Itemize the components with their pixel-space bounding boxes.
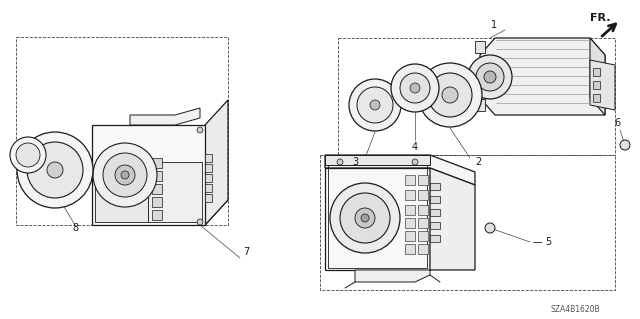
Text: — 5: — 5 <box>533 237 552 247</box>
Circle shape <box>410 83 420 93</box>
Polygon shape <box>590 38 605 115</box>
Polygon shape <box>325 155 475 185</box>
Circle shape <box>485 223 495 233</box>
Circle shape <box>412 159 418 165</box>
Polygon shape <box>480 38 605 115</box>
Polygon shape <box>430 196 440 203</box>
Circle shape <box>418 63 482 127</box>
Polygon shape <box>430 235 440 242</box>
Polygon shape <box>152 210 162 220</box>
Polygon shape <box>325 168 430 270</box>
Circle shape <box>476 63 504 91</box>
Polygon shape <box>405 205 415 215</box>
Circle shape <box>27 142 83 198</box>
Circle shape <box>103 153 147 197</box>
Text: FR.: FR. <box>590 13 611 23</box>
Polygon shape <box>205 184 212 192</box>
Polygon shape <box>130 108 200 125</box>
Text: 2: 2 <box>475 157 481 167</box>
Polygon shape <box>325 155 430 165</box>
Circle shape <box>17 132 93 208</box>
Polygon shape <box>152 158 162 168</box>
Circle shape <box>47 162 63 178</box>
Polygon shape <box>418 218 428 228</box>
Circle shape <box>10 137 46 173</box>
Circle shape <box>337 159 343 165</box>
Polygon shape <box>205 100 228 225</box>
Polygon shape <box>205 164 212 172</box>
Circle shape <box>428 73 472 117</box>
Polygon shape <box>355 270 430 282</box>
Polygon shape <box>475 99 485 111</box>
Text: 8: 8 <box>72 223 78 233</box>
Polygon shape <box>418 205 428 215</box>
Circle shape <box>361 214 369 222</box>
Circle shape <box>620 140 630 150</box>
Circle shape <box>349 79 401 131</box>
Polygon shape <box>152 171 162 181</box>
Circle shape <box>355 208 375 228</box>
Polygon shape <box>418 190 428 200</box>
Circle shape <box>370 100 380 110</box>
Circle shape <box>115 165 135 185</box>
Polygon shape <box>405 244 415 254</box>
Circle shape <box>340 193 390 243</box>
Text: 1: 1 <box>491 20 497 30</box>
Polygon shape <box>405 231 415 241</box>
Polygon shape <box>92 200 228 225</box>
Polygon shape <box>148 162 202 222</box>
Circle shape <box>93 143 157 207</box>
Polygon shape <box>405 190 415 200</box>
Polygon shape <box>590 60 615 110</box>
Text: 6: 6 <box>614 118 620 128</box>
Text: SZA4B1620B: SZA4B1620B <box>550 305 600 314</box>
Circle shape <box>197 219 203 225</box>
Polygon shape <box>593 94 600 102</box>
Circle shape <box>16 143 40 167</box>
Polygon shape <box>205 194 212 202</box>
Polygon shape <box>152 197 162 207</box>
Circle shape <box>468 55 512 99</box>
Circle shape <box>442 87 458 103</box>
Text: 7: 7 <box>243 247 249 257</box>
Circle shape <box>400 73 430 103</box>
Polygon shape <box>405 175 415 185</box>
Polygon shape <box>430 183 440 190</box>
Polygon shape <box>92 125 205 225</box>
Polygon shape <box>418 175 428 185</box>
Polygon shape <box>418 231 428 241</box>
Polygon shape <box>95 162 148 222</box>
Polygon shape <box>205 154 212 162</box>
Circle shape <box>357 87 393 123</box>
Circle shape <box>197 127 203 133</box>
Polygon shape <box>152 184 162 194</box>
Circle shape <box>121 171 129 179</box>
Circle shape <box>391 64 439 112</box>
Polygon shape <box>405 218 415 228</box>
Circle shape <box>484 71 496 83</box>
Text: 3: 3 <box>352 157 358 167</box>
Polygon shape <box>430 168 475 270</box>
Polygon shape <box>475 41 485 53</box>
Polygon shape <box>593 81 600 89</box>
Circle shape <box>330 183 400 253</box>
Polygon shape <box>593 68 600 76</box>
Polygon shape <box>205 174 212 182</box>
Polygon shape <box>430 209 440 216</box>
Text: 4: 4 <box>412 142 418 152</box>
Polygon shape <box>418 244 428 254</box>
Polygon shape <box>430 222 440 229</box>
